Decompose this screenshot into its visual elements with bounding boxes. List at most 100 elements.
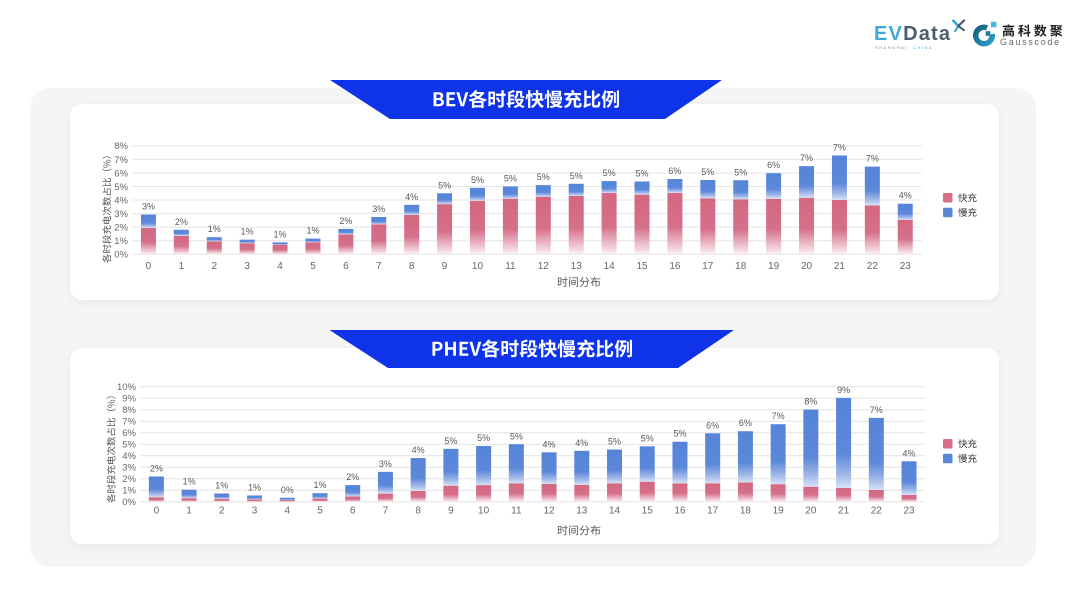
svg-text:21: 21	[838, 506, 850, 517]
svg-text:2: 2	[211, 261, 217, 272]
svg-text:3%: 3%	[142, 202, 155, 212]
svg-text:0%: 0%	[281, 485, 294, 495]
svg-text:3%: 3%	[372, 204, 385, 214]
svg-text:5%: 5%	[114, 182, 128, 193]
svg-text:11: 11	[505, 261, 516, 272]
svg-text:1: 1	[179, 261, 185, 272]
svg-text:1%: 1%	[122, 486, 136, 497]
svg-text:15: 15	[642, 506, 654, 517]
svg-text:5%: 5%	[471, 175, 484, 185]
svg-text:7%: 7%	[800, 153, 813, 163]
svg-text:5%: 5%	[701, 167, 714, 177]
svg-text:7%: 7%	[772, 411, 785, 421]
svg-text:1%: 1%	[215, 481, 228, 491]
svg-text:21: 21	[834, 261, 846, 272]
svg-text:2%: 2%	[122, 474, 136, 485]
svg-text:10: 10	[478, 506, 490, 517]
svg-text:7%: 7%	[114, 155, 128, 166]
svg-text:23: 23	[900, 261, 912, 272]
svg-text:8%: 8%	[122, 405, 136, 416]
svg-text:7%: 7%	[866, 154, 879, 164]
svg-text:0%: 0%	[114, 250, 128, 261]
svg-text:8: 8	[415, 506, 421, 517]
svg-text:1%: 1%	[274, 229, 287, 239]
svg-text:5: 5	[310, 261, 316, 272]
svg-text:5%: 5%	[477, 433, 490, 443]
svg-text:7%: 7%	[833, 142, 846, 152]
svg-text:4%: 4%	[412, 445, 425, 455]
svg-text:16: 16	[674, 506, 686, 517]
svg-text:1%: 1%	[114, 236, 128, 247]
svg-text:7: 7	[383, 506, 389, 517]
svg-text:3: 3	[252, 506, 258, 517]
svg-text:11: 11	[511, 506, 522, 517]
svg-text:5%: 5%	[122, 440, 136, 451]
svg-text:2%: 2%	[346, 472, 359, 482]
svg-text:1%: 1%	[183, 477, 196, 487]
svg-text:4%: 4%	[899, 191, 912, 201]
svg-text:12: 12	[538, 261, 550, 272]
svg-text:4%: 4%	[114, 195, 128, 206]
svg-text:5%: 5%	[603, 168, 616, 178]
svg-text:6%: 6%	[114, 168, 128, 179]
svg-text:5%: 5%	[608, 437, 621, 447]
svg-text:13: 13	[576, 506, 588, 517]
svg-text:20: 20	[801, 261, 813, 272]
svg-text:14: 14	[604, 261, 616, 272]
svg-text:5%: 5%	[641, 433, 654, 443]
svg-text:20: 20	[805, 506, 817, 517]
svg-text:18: 18	[735, 261, 747, 272]
svg-text:7%: 7%	[122, 417, 136, 428]
svg-text:8%: 8%	[114, 141, 128, 152]
svg-text:5%: 5%	[636, 168, 649, 178]
svg-text:0: 0	[146, 261, 152, 272]
svg-text:0: 0	[154, 506, 160, 517]
svg-text:1%: 1%	[306, 226, 319, 236]
svg-text:2: 2	[219, 506, 225, 517]
svg-text:22: 22	[867, 261, 879, 272]
svg-text:5%: 5%	[504, 174, 517, 184]
svg-text:8%: 8%	[804, 397, 817, 407]
svg-text:9: 9	[442, 261, 448, 272]
svg-text:19: 19	[768, 261, 780, 272]
svg-text:2%: 2%	[150, 463, 163, 473]
svg-text:12: 12	[543, 506, 555, 517]
svg-text:5: 5	[317, 506, 323, 517]
svg-text:10: 10	[472, 261, 484, 272]
svg-text:4%: 4%	[122, 451, 136, 462]
svg-text:19: 19	[773, 506, 785, 517]
svg-text:6%: 6%	[739, 418, 752, 428]
svg-text:1%: 1%	[313, 480, 326, 490]
svg-text:6%: 6%	[706, 420, 719, 430]
svg-text:3%: 3%	[122, 463, 136, 474]
svg-text:0%: 0%	[122, 497, 136, 508]
svg-text:6%: 6%	[122, 428, 136, 439]
svg-text:4: 4	[277, 261, 283, 272]
svg-text:22: 22	[871, 506, 883, 517]
svg-text:6: 6	[350, 506, 356, 517]
svg-text:5%: 5%	[673, 429, 686, 439]
svg-text:4: 4	[284, 506, 290, 517]
svg-text:3%: 3%	[114, 209, 128, 220]
svg-text:7: 7	[376, 261, 382, 272]
svg-text:3: 3	[244, 261, 250, 272]
svg-text:1%: 1%	[208, 224, 221, 234]
svg-text:6%: 6%	[767, 160, 780, 170]
svg-text:2%: 2%	[339, 216, 352, 226]
svg-text:1: 1	[186, 506, 192, 517]
svg-text:5%: 5%	[537, 172, 550, 182]
svg-text:8: 8	[409, 261, 415, 272]
svg-text:5%: 5%	[444, 436, 457, 446]
svg-text:1%: 1%	[248, 482, 261, 492]
svg-text:13: 13	[571, 261, 583, 272]
svg-text:14: 14	[609, 506, 621, 517]
svg-text:3%: 3%	[379, 459, 392, 469]
svg-text:2%: 2%	[175, 217, 188, 227]
svg-text:15: 15	[636, 261, 648, 272]
svg-text:9: 9	[448, 506, 454, 517]
svg-text:4%: 4%	[405, 192, 418, 202]
svg-text:16: 16	[669, 261, 681, 272]
svg-text:5%: 5%	[734, 167, 747, 177]
svg-text:7%: 7%	[870, 405, 883, 415]
svg-text:5%: 5%	[570, 171, 583, 181]
